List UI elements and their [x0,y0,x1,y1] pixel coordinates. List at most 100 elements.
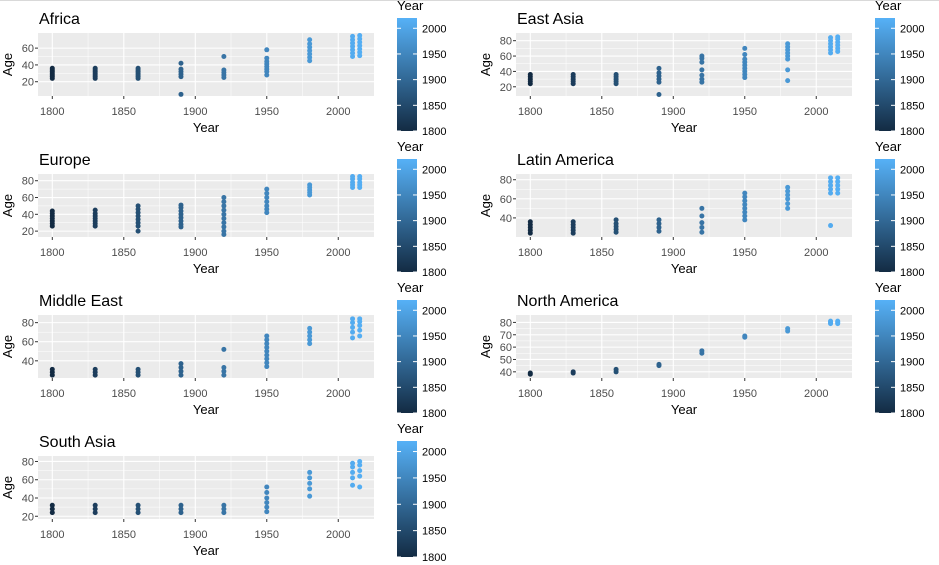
x-tick-label: 1800 [518,106,542,118]
data-point [613,71,619,77]
legend-tick-label: 1950 [900,190,924,202]
data-point [828,179,834,185]
data-point [828,190,834,196]
panel-latin-america: Latin America 1800 1850 1900 1950 2000 40 60 80 Y… [478,139,924,279]
data-point [570,219,576,225]
legend-title: Year [875,139,902,154]
legend-title: Year [875,0,902,13]
y-tick-label: 60 [22,43,34,55]
data-point [357,473,363,479]
data-point [49,366,55,372]
data-point [699,348,705,354]
x-tick-label: 1850 [112,247,136,259]
data-point [221,195,227,201]
data-point [264,500,270,506]
x-axis-label: Year [193,120,220,135]
data-point [828,175,834,181]
legend-tick-label: 1900 [422,75,446,87]
data-point [221,346,227,352]
data-point [264,504,270,510]
data-point [742,56,748,62]
x-tick-label: 1850 [590,388,614,400]
data-point [699,72,705,78]
legend-tick-label: 1800 [422,408,446,420]
x-tick-label: 1800 [518,247,542,259]
data-point [264,203,270,209]
y-tick-label: 80 [22,456,34,468]
data-point [221,365,227,370]
data-point [178,66,184,72]
x-tick-label: 2000 [326,247,350,259]
data-point [264,195,270,201]
data-point [699,205,705,211]
x-tick-label: 1950 [255,106,279,118]
x-tick-label: 1950 [733,247,757,259]
legend-tick-label: 1950 [900,331,924,343]
y-tick-label: 20 [22,226,34,238]
x-axis-label: Year [193,261,220,276]
legend-tick-label: 1800 [422,126,446,138]
chart-title: Latin America [517,152,614,169]
panel-europe: Europe 1800 1850 1900 1950 2000 20 40 60 80 Year Ag… [0,139,446,279]
y-tick-label: 60 [500,194,512,206]
data-point [264,509,270,515]
data-point [307,325,313,331]
data-point [350,464,356,470]
y-tick-label: 40 [500,66,512,78]
data-point [570,71,576,77]
x-tick-label: 1800 [40,106,64,118]
data-point [656,217,662,223]
legend-tick-label: 1950 [422,473,446,485]
panel-background [38,174,374,237]
x-tick-label: 1800 [518,388,542,400]
data-point [357,462,363,468]
data-point [221,510,227,516]
data-point [135,366,141,372]
data-point [92,207,98,213]
data-point [785,201,791,207]
legend-colorbar [875,300,895,413]
y-tick-label: 50 [500,354,512,366]
data-point [92,506,98,512]
data-point [785,196,791,202]
legend: Year 1800 1850 1900 1950 2000 [875,280,924,420]
data-point [699,229,705,235]
data-point [350,316,356,322]
y-axis-label: Age [478,194,493,217]
legend: Year 1800 1850 1900 1950 2000 [397,280,446,420]
data-point [264,356,270,362]
legend-tick-label: 1850 [900,382,924,394]
x-tick-label: 1900 [183,247,207,259]
legend: Year 1800 1850 1900 1950 2000 [397,0,446,138]
panel-background [38,315,374,378]
data-point [178,60,184,66]
data-point [264,364,270,370]
data-point [350,482,356,488]
data-point [307,182,313,188]
data-point [49,65,55,71]
data-point [264,490,270,496]
legend-title: Year [397,280,424,295]
data-point [350,335,356,341]
data-point [221,199,227,205]
legend-tick-label: 1850 [422,241,446,253]
data-point [828,318,834,324]
legend-tick-label: 2000 [422,164,446,176]
x-tick-label: 1850 [112,106,136,118]
data-point [699,53,705,59]
legend-tick-label: 2000 [900,23,924,35]
x-tick-label: 2000 [326,388,350,400]
x-tick-label: 2000 [326,529,350,541]
data-point [264,341,270,347]
data-point [178,506,184,512]
data-point [828,223,834,229]
data-point [307,329,313,335]
x-tick-label: 1900 [183,388,207,400]
x-axis-label: Year [671,120,698,135]
y-tick-label: 80 [22,318,34,330]
data-point [264,186,270,192]
legend-tick-label: 1850 [900,241,924,253]
legend-tick-label: 1800 [900,126,924,138]
data-point [178,510,184,516]
